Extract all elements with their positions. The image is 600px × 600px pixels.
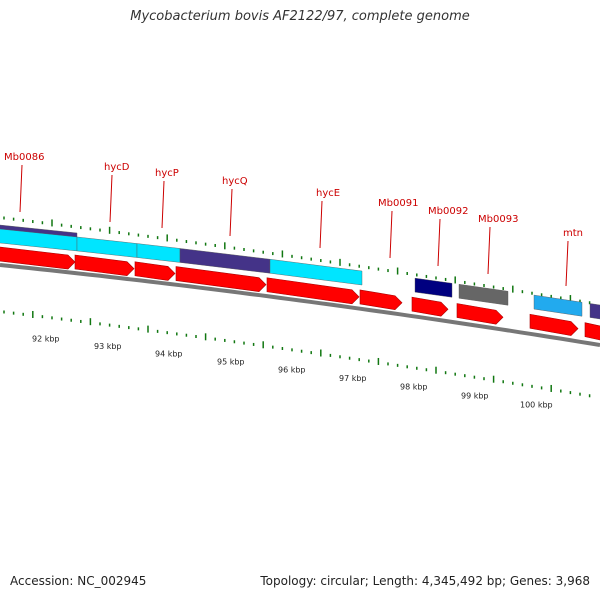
gene-label: hycP <box>155 168 179 179</box>
kbp-label: 98 kbp <box>400 383 428 392</box>
gene-leader-line <box>161 180 165 229</box>
gene-leader-line <box>437 218 441 267</box>
cds-arrow <box>134 261 176 281</box>
gene-label: mtn <box>563 228 583 239</box>
cds-arrow <box>266 277 360 305</box>
kbp-label: 93 kbp <box>94 342 122 351</box>
cds-arrow <box>359 289 403 311</box>
outer-tick-ring <box>3 216 591 305</box>
cds-arrow <box>74 254 135 276</box>
cds-arrow <box>411 296 449 317</box>
gene-label: Mb0091 <box>378 198 418 209</box>
map-title: Mycobacterium bovis AF2122/97, complete … <box>130 9 470 24</box>
gene-leader-line <box>109 174 113 223</box>
kbp-label: 95 kbp <box>217 357 245 366</box>
gene-label: hycQ <box>222 176 248 187</box>
kbp-label: 96 kbp <box>278 366 306 375</box>
cds-arrow <box>175 266 267 292</box>
gene-leader-line <box>19 164 23 213</box>
feature-tracks <box>0 224 600 347</box>
gene-label: Mb0086 <box>4 152 44 163</box>
gene-leader-line <box>229 188 233 237</box>
kbp-label: 97 kbp <box>339 374 367 383</box>
kbp-label: 100 kbp <box>520 400 553 409</box>
accession-text: Accession: NC_002945 <box>10 574 147 588</box>
gene-label: hycE <box>316 188 340 199</box>
cds-arrow <box>584 322 600 341</box>
gene-leader-line <box>565 240 569 287</box>
gene-label: Mb0093 <box>478 214 518 225</box>
gene-leader-line <box>319 200 323 249</box>
genome-stats-text: Topology: circular; Length: 4,345,492 bp… <box>260 574 590 588</box>
cyan-feature <box>269 259 363 286</box>
cds-arrow <box>456 303 504 325</box>
inner-tick-ring: 92 kbp 93 kbp 94 kbp 95 kbp 96 kbp 97 kbp 98 k… <box>3 310 591 409</box>
cds-arrow <box>529 313 579 336</box>
kbp-label: 94 kbp <box>155 350 183 359</box>
cyan-feature <box>76 236 138 258</box>
gene-leader-line <box>487 226 491 275</box>
kbp-label: 92 kbp <box>32 335 60 344</box>
navy-feature <box>414 277 453 298</box>
blue-feature <box>533 294 583 317</box>
gray-feature <box>458 284 509 306</box>
purple-feature <box>589 303 600 320</box>
cds-arrow <box>0 246 76 270</box>
backbone-line <box>0 263 600 347</box>
gene-label: Mb0092 <box>428 206 468 217</box>
gene-label: hycD <box>104 162 130 173</box>
gene-labels: Mb0086 hycD hycP hycQ hycE Mb0091 Mb0092 Mb0093… <box>4 152 583 287</box>
cyan-feature <box>136 243 181 263</box>
gene-leader-line <box>389 210 393 259</box>
kbp-label: 99 kbp <box>461 392 489 401</box>
